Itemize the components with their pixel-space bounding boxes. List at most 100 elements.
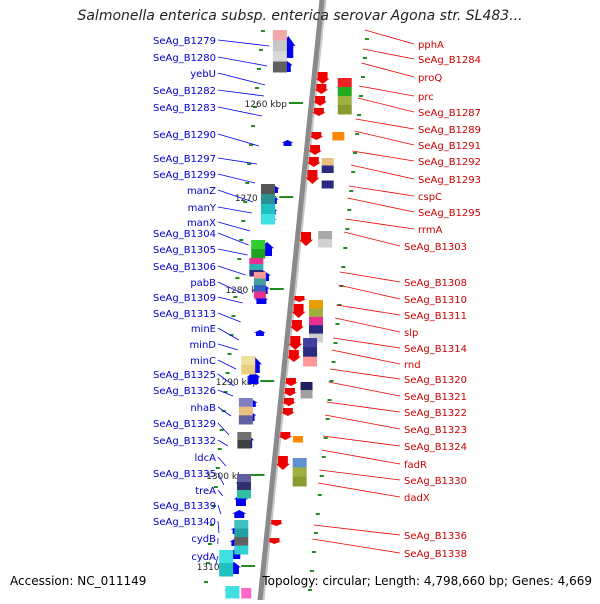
gene-block — [234, 546, 248, 555]
gene-block — [309, 300, 323, 309]
left-gene-label: minE — [191, 324, 216, 335]
gene-block — [249, 264, 263, 271]
strand-tick-right — [349, 190, 353, 192]
gene-block — [301, 390, 313, 399]
left-gene-label: cydA — [191, 552, 216, 563]
right-leader-line — [365, 30, 414, 44]
right-gene-label: SeAg_B1322 — [404, 408, 467, 419]
strand-tick-right — [320, 475, 324, 477]
strand-tick-left — [204, 581, 208, 583]
right-gene-label: SeAg_B1284 — [418, 55, 481, 66]
left-leader-line — [218, 40, 269, 46]
left-leader-line — [218, 222, 250, 231]
right-gene-label: SeAg_B1303 — [404, 242, 467, 253]
right-gene-label: fadR — [404, 460, 427, 471]
left-gene-label: SeAg_B1340 — [153, 517, 216, 528]
strand-tick-left — [235, 277, 239, 279]
right-leader-line — [352, 151, 414, 161]
strand-tick-right — [310, 570, 314, 572]
left-leader-line — [218, 90, 264, 96]
gene-block — [261, 194, 275, 205]
strand-tick-left — [261, 30, 265, 32]
left-leader-line — [218, 249, 248, 255]
gene-block — [322, 158, 334, 166]
gene-block — [273, 41, 287, 52]
right-gene-label: SeAg_B1293 — [418, 175, 481, 186]
right-leader-line — [330, 369, 400, 379]
right-gene-label: SeAg_B1321 — [404, 392, 467, 403]
right-gene-label: SeAg_B1323 — [404, 425, 467, 436]
strand-tick-left — [259, 49, 263, 51]
right-leader-line — [312, 539, 400, 553]
gene-block — [309, 308, 323, 317]
gene-block — [273, 30, 287, 41]
gene-block — [251, 240, 265, 250]
gene-block — [273, 51, 287, 62]
left-gene-label: minC — [190, 356, 216, 367]
right-gene-label: proQ — [418, 73, 442, 84]
right-leader-line — [345, 219, 414, 229]
strand-tick-right — [322, 456, 326, 458]
left-leader-line — [218, 174, 255, 183]
strand-tick-right — [335, 323, 339, 325]
accession-text: Accession: NC_011149 — [10, 574, 146, 588]
gene-block — [254, 279, 266, 286]
forward-gene-arrow — [232, 510, 246, 518]
right-gene-label: SeAg_B1295 — [418, 208, 481, 219]
gene-block — [237, 432, 251, 441]
right-gene-label: rrmA — [418, 225, 443, 236]
gene-block — [261, 204, 275, 215]
left-leader-line — [218, 207, 252, 213]
gene-block — [254, 272, 266, 279]
right-gene-label: slp — [404, 328, 418, 339]
left-gene-label: SeAg_B1326 — [153, 386, 216, 397]
topology-summary: Topology: circular; Length: 4,798,660 bp… — [262, 574, 592, 588]
forward-gene-arrow — [254, 330, 266, 336]
right-label-layer: pphASeAg_B1284proQprcSeAg_B1287SeAg_B128… — [312, 30, 481, 560]
gene-block — [261, 184, 275, 195]
left-gene-label: SeAg_B1335 — [153, 469, 216, 480]
gene-block — [234, 520, 248, 529]
right-leader-line — [363, 49, 414, 59]
left-gene-label: cydB — [191, 534, 216, 545]
left-gene-label: yebU — [190, 69, 216, 80]
strand-tick-left — [216, 467, 220, 469]
feature-layer — [219, 30, 352, 599]
gene-block — [219, 550, 233, 564]
left-gene-label: SeAg_B1332 — [153, 436, 216, 447]
gene-block — [338, 96, 352, 106]
strand-tick-left — [220, 429, 224, 431]
left-leader-line — [218, 73, 265, 85]
left-leader-line — [218, 440, 228, 446]
gene-block — [241, 588, 251, 599]
left-leader-line — [218, 297, 243, 303]
right-leader-line — [319, 470, 400, 480]
gene-block — [237, 490, 251, 499]
left-gene-label: SeAg_B1339 — [153, 501, 216, 512]
strand-tick-right — [351, 171, 355, 173]
right-leader-line — [325, 415, 400, 429]
strand-tick-right — [308, 589, 312, 591]
gene-block — [338, 78, 352, 88]
right-leader-line — [354, 131, 414, 145]
right-gene-label: SeAg_B1330 — [404, 476, 467, 487]
strand-tick-left — [239, 239, 243, 241]
right-gene-label: dadX — [404, 493, 430, 504]
gene-block — [293, 458, 307, 468]
gene-block — [293, 477, 307, 487]
left-leader-line — [218, 233, 249, 245]
left-gene-label: SeAg_B1329 — [153, 419, 216, 430]
gene-block — [309, 317, 323, 326]
strand-tick-right — [316, 513, 320, 515]
right-gene-label: SeAg_B1324 — [404, 442, 467, 453]
left-leader-line — [218, 57, 267, 66]
right-leader-line — [332, 350, 400, 364]
gene-block — [219, 563, 233, 577]
gene-block — [293, 467, 307, 477]
right-gene-label: SeAg_B1336 — [404, 531, 467, 542]
gene-block — [237, 482, 251, 491]
left-leader-line — [218, 521, 219, 533]
right-leader-line — [344, 232, 400, 246]
left-leader-line — [218, 390, 233, 396]
